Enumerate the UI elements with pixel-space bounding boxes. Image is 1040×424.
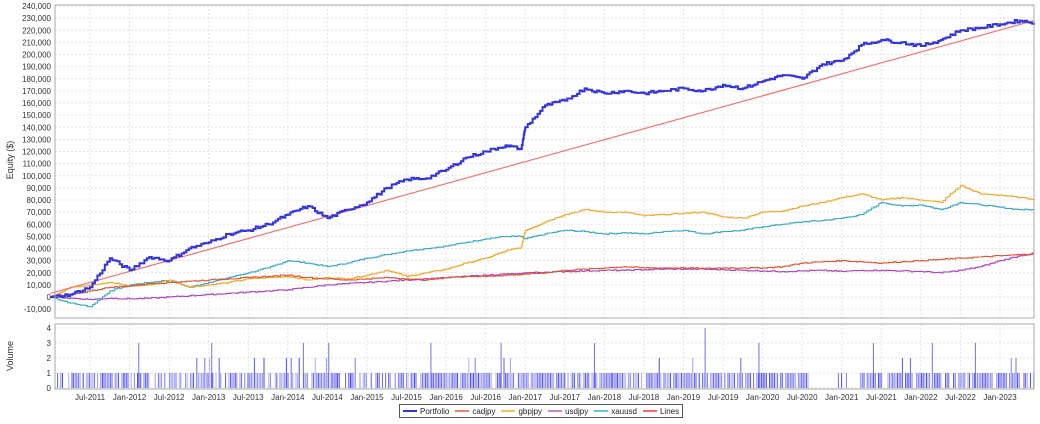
y-tick-label: 0 xyxy=(47,293,52,302)
legend-swatch-icon xyxy=(403,410,417,412)
x-tick-label: Jan-2018 xyxy=(588,393,622,402)
x-tick-label: Jul-2014 xyxy=(312,393,343,402)
x-tick-label: Jan-2021 xyxy=(825,393,859,402)
legend-item-gbpjpy: gbpjpy xyxy=(501,407,542,416)
y-tick-label: 160,000 xyxy=(22,99,51,108)
legend-swatch-icon xyxy=(548,410,563,412)
x-tick-label: Jan-2019 xyxy=(667,393,701,402)
legend-swatch-icon xyxy=(594,410,609,412)
main-plot-grid xyxy=(55,5,1034,389)
legend-label: cadjpy xyxy=(472,406,496,416)
chart-legend: Portfolio cadjpy gbpjpy usdjpy xauusd Lines xyxy=(399,404,684,418)
legend-label: xauusd xyxy=(611,406,637,416)
y-tick-label: 20,000 xyxy=(27,269,52,278)
series-line-xauusd xyxy=(50,201,1035,308)
legend-swatch-icon xyxy=(501,410,516,412)
volume-y-axis: 0 1 2 3 4 xyxy=(47,324,52,393)
legend-item-lines: Lines xyxy=(642,406,680,416)
y-tick-label: -10,000 xyxy=(24,305,52,314)
x-tick-label: Jul-2013 xyxy=(233,393,264,402)
x-tick-label: Jan-2016 xyxy=(429,393,463,402)
legend-label: usdjpy xyxy=(565,406,589,416)
y-tick-label: 240,000 xyxy=(22,2,51,11)
volume-bars xyxy=(57,328,1035,388)
y-tick-label: 150,000 xyxy=(22,111,51,120)
y-tick-label: 10,000 xyxy=(27,281,52,290)
x-tick-label: Jul-2016 xyxy=(470,393,501,402)
x-tick-label: Jul-2021 xyxy=(866,393,897,402)
x-tick-label: Jul-2012 xyxy=(154,393,185,402)
equity-y-label: Equity ($) xyxy=(5,141,15,180)
y-tick-label: 30,000 xyxy=(27,257,52,266)
y-tick-label: 170,000 xyxy=(22,87,51,96)
x-tick-label: Jan-2013 xyxy=(192,393,226,402)
series-line-portfolio xyxy=(50,19,1035,298)
x-tick-label: Jul-2022 xyxy=(945,393,976,402)
y-tick-label: 70,000 xyxy=(27,208,52,217)
y-tick-label: 60,000 xyxy=(27,220,52,229)
y-tick-label: 110,000 xyxy=(23,160,52,169)
y-tick-label: 220,000 xyxy=(22,26,51,35)
volume-tick-label: 4 xyxy=(47,324,52,333)
x-tick-label: Jul-2015 xyxy=(391,393,422,402)
legend-swatch-icon xyxy=(642,410,657,412)
series-line-lines xyxy=(50,20,1035,294)
legend-item-cadjpy: cadjpy xyxy=(455,407,495,416)
y-tick-label: 180,000 xyxy=(22,75,51,84)
legend-item-portfolio: Portfolio xyxy=(403,407,449,416)
equity-series xyxy=(50,19,1035,308)
x-tick-label: Jan-2014 xyxy=(271,393,305,402)
legend-label: Lines xyxy=(659,406,680,416)
legend-label: gbpjpy xyxy=(518,406,543,416)
y-tick-label: 50,000 xyxy=(27,232,52,241)
x-tick-label: Jan-2023 xyxy=(983,393,1017,402)
x-tick-label: Jul-2020 xyxy=(787,393,818,402)
legend-item-usdjpy: usdjpy xyxy=(548,407,588,416)
volume-tick-label: 0 xyxy=(47,384,52,393)
volume-y-label: Volume xyxy=(5,341,15,371)
y-tick-label: 130,000 xyxy=(22,135,51,144)
volume-tick-label: 3 xyxy=(47,339,52,348)
series-line-usdjpy xyxy=(50,252,1035,301)
y-tick-label: 100,000 xyxy=(22,172,51,181)
legend-item-xauusd: xauusd xyxy=(594,407,637,416)
y-tick-label: 40,000 xyxy=(27,245,52,254)
series-line-gbpjpy xyxy=(50,184,1035,298)
x-tick-label: Jul-2011 xyxy=(75,393,106,402)
x-tick-label: Jan-2012 xyxy=(113,393,147,402)
x-axis-dates: Jul-2011 Jan-2012 Jul-2012 Jan-2013 Jul-2013… xyxy=(75,393,1017,402)
series-line-cadjpy xyxy=(50,253,1035,298)
y-tick-label: 200,000 xyxy=(22,51,51,60)
legend-label: Portfolio xyxy=(420,406,450,416)
y-tick-label: 230,000 xyxy=(22,14,51,23)
x-tick-label: Jan-2017 xyxy=(509,393,543,402)
volume-tick-label: 2 xyxy=(47,354,52,363)
x-tick-label: Jan-2022 xyxy=(904,393,938,402)
y-tick-label: 120,000 xyxy=(22,148,51,157)
x-tick-label: Jul-2018 xyxy=(629,393,660,402)
x-tick-label: Jan-2020 xyxy=(746,393,780,402)
volume-plot-frame xyxy=(54,323,1035,390)
y-tick-label: 190,000 xyxy=(22,63,51,72)
main-plot-frame xyxy=(54,4,1035,319)
y-tick-label: 140,000 xyxy=(22,123,51,132)
y-tick-label: 210,000 xyxy=(22,38,51,47)
x-tick-label: Jan-2015 xyxy=(350,393,384,402)
y-tick-label: 80,000 xyxy=(27,196,52,205)
x-tick-label: Jul-2017 xyxy=(549,393,580,402)
legend-swatch-icon xyxy=(455,410,470,412)
volume-tick-label: 1 xyxy=(47,369,52,378)
y-tick-label: 90,000 xyxy=(27,184,52,193)
x-tick-label: Jul-2019 xyxy=(708,393,739,402)
equity-y-axis: -10,000 0 10,000 20,000 30,000 40,000 50,000 60… xyxy=(22,2,51,314)
